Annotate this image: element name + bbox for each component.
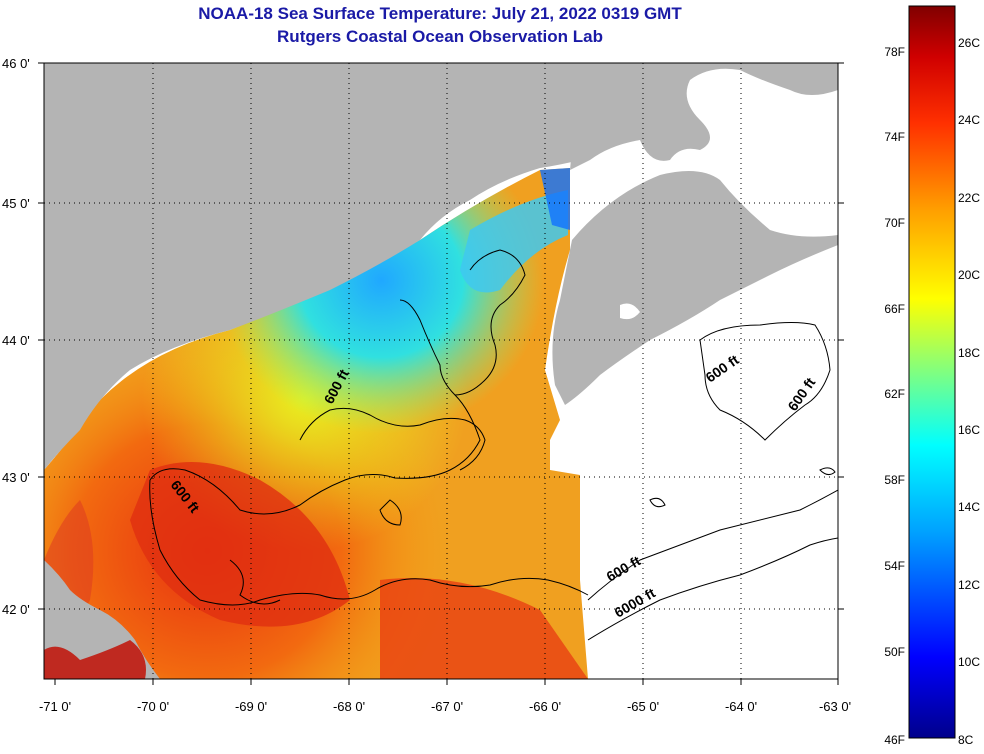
- cb-f-label: 74F: [884, 130, 905, 144]
- lon-label: -68 0': [333, 699, 365, 714]
- lat-label: 46 0': [2, 56, 30, 71]
- lon-label: -69 0': [235, 699, 267, 714]
- map-frame: [43, 62, 839, 680]
- map-subtitle: Rutgers Coastal Ocean Observation Lab: [277, 27, 603, 46]
- cb-c-label: 22C: [958, 191, 980, 205]
- cb-c-label: 12C: [958, 578, 980, 592]
- tick-marks: [38, 62, 844, 685]
- cb-c-label: 26C: [958, 36, 980, 50]
- colorbar-c-labels: 26C 24C 22C 20C 18C 16C 14C 12C 10C 8C: [958, 36, 980, 747]
- cb-c-label: 20C: [958, 268, 980, 282]
- colorbar: [908, 5, 956, 739]
- land-mass: [44, 63, 838, 679]
- cb-c-label: 14C: [958, 500, 980, 514]
- cb-f-label: 58F: [884, 473, 905, 487]
- cb-c-label: 10C: [958, 655, 980, 669]
- lon-label: -64 0': [725, 699, 757, 714]
- cb-f-label: 46F: [884, 733, 905, 747]
- lat-label: 44 0': [2, 333, 30, 348]
- cb-f-label: 70F: [884, 216, 905, 230]
- lon-label: -63 0': [819, 699, 851, 714]
- cb-f-label: 54F: [884, 559, 905, 573]
- lat-label: 43 0': [2, 470, 30, 485]
- lon-label: -71 0': [39, 699, 71, 714]
- lon-label: -67 0': [431, 699, 463, 714]
- cb-c-label: 18C: [958, 346, 980, 360]
- cb-f-label: 78F: [884, 45, 905, 59]
- cb-f-label: 50F: [884, 645, 905, 659]
- lat-label: 42 0': [2, 602, 30, 617]
- cb-c-label: 8C: [958, 733, 974, 747]
- map-title: NOAA-18 Sea Surface Temperature: July 21…: [198, 4, 682, 23]
- cb-c-label: 16C: [958, 423, 980, 437]
- lat-label: 45 0': [2, 196, 30, 211]
- lon-label: -66 0': [529, 699, 561, 714]
- cb-c-label: 24C: [958, 113, 980, 127]
- depth-contours: [149, 249, 838, 641]
- nantucket-shelf: [44, 640, 146, 679]
- lake-feature: [620, 303, 640, 320]
- lon-label: -70 0': [137, 699, 169, 714]
- lon-label: -65 0': [627, 699, 659, 714]
- cb-f-label: 62F: [884, 387, 905, 401]
- cb-f-label: 66F: [884, 302, 905, 316]
- colorbar-f-labels: 78F 74F 70F 66F 62F 58F 54F 50F 46F: [884, 45, 905, 747]
